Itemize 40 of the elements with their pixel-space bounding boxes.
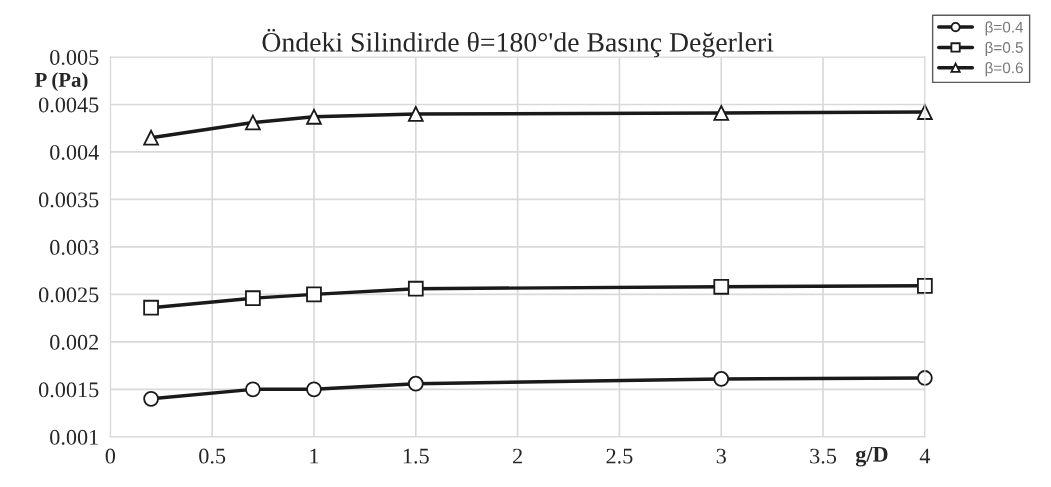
x-tick-label: 1.5 [403, 448, 429, 464]
point [143, 129, 159, 146]
point [306, 286, 322, 303]
legend-label: β=0.5 [985, 41, 1023, 56]
x-tick-label: 1 [310, 448, 319, 464]
x-tick-label: 3.5 [810, 448, 837, 464]
x-tick-label: 3 [716, 448, 726, 464]
x-tick-label: 0.5 [199, 448, 226, 464]
legend-label: β=0.6 [985, 62, 1023, 77]
point [306, 381, 322, 398]
y-tick-label: 0.0045 [38, 97, 99, 113]
point [407, 280, 424, 297]
point [407, 375, 424, 392]
point [143, 299, 159, 316]
x-tick-label: 4 [919, 448, 931, 464]
legend-label: β=0.4 [985, 21, 1024, 36]
point [245, 290, 261, 307]
point [143, 391, 159, 407]
y-tick-label: 0.005 [50, 49, 99, 66]
y-tick-label: 0.0025 [38, 287, 99, 303]
y-tick-label: 0.003 [50, 239, 99, 255]
point [407, 106, 424, 122]
point [245, 114, 261, 131]
y-tick-label: 0.001 [50, 429, 98, 445]
point [917, 277, 933, 294]
point [245, 381, 261, 398]
y-tick-label: 0.0035 [38, 192, 99, 208]
chart-title: Öndeki Silindirde θ=180°'de Basınç Değerleri [262, 28, 774, 58]
y-tick-label: 0.002 [50, 334, 99, 350]
point [713, 278, 730, 295]
point [713, 105, 730, 121]
point [306, 108, 322, 125]
y-axis-title: P (Pa) [34, 72, 88, 92]
x-tick-label: 2 [513, 448, 522, 464]
y-tick-label: 0.0015 [38, 382, 99, 398]
point [713, 371, 730, 387]
x-tick-label: 2.5 [606, 448, 633, 464]
x-tick-label: 0 [105, 448, 116, 464]
x-axis-title: g/D [855, 446, 888, 467]
y-tick-label: 0.004 [50, 144, 99, 160]
